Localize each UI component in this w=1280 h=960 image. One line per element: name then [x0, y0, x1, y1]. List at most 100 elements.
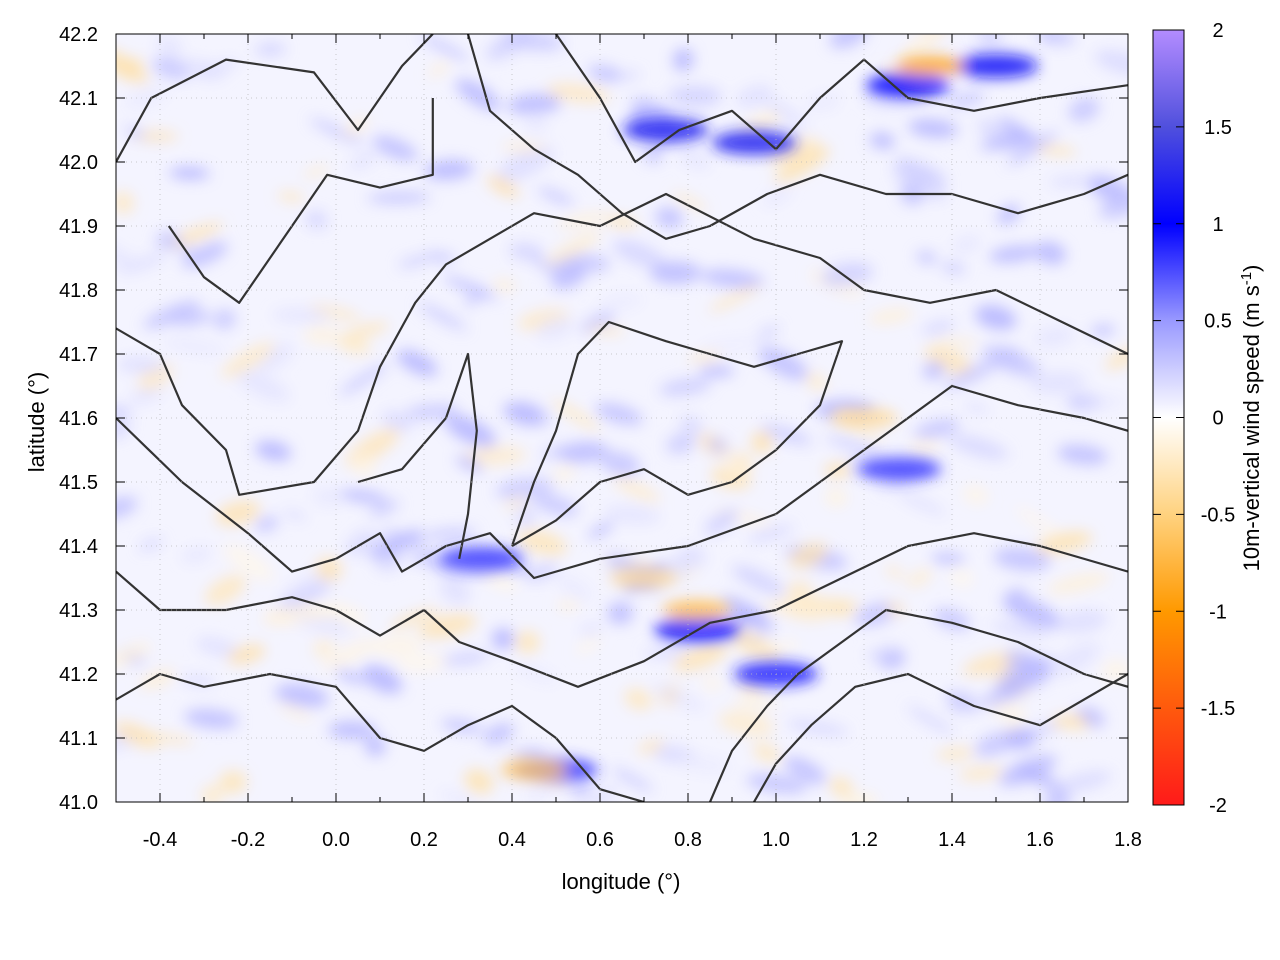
field-cell	[537, 187, 574, 206]
field-cell	[396, 651, 451, 673]
downdraft-region	[500, 760, 568, 780]
field-cell	[116, 496, 138, 519]
colorbar-tick-label: -1.5	[1201, 698, 1235, 720]
field-cell	[423, 159, 474, 181]
field-cell	[949, 568, 974, 587]
field-cell	[117, 356, 166, 374]
field-cell	[1007, 131, 1058, 166]
y-tick-label: 41.5	[59, 472, 98, 494]
field-cell	[455, 78, 501, 111]
field-cell	[607, 601, 634, 625]
colorbar-tick-label: -0.5	[1201, 504, 1235, 526]
field-cell	[406, 403, 459, 420]
field-cell	[624, 688, 653, 711]
colorbar-tick-label: -2	[1209, 795, 1227, 817]
field-cell	[908, 118, 959, 138]
y-tick-label: 41.6	[59, 408, 98, 430]
field-cell	[255, 43, 286, 56]
field-cell	[441, 652, 490, 665]
field-cell	[1105, 347, 1128, 371]
field-cell	[785, 582, 813, 597]
downdraft-region	[830, 408, 898, 428]
field-cell	[824, 487, 848, 508]
field-cell	[116, 191, 135, 215]
contour-line	[753, 672, 1128, 802]
field-cell	[922, 361, 946, 380]
field-cell	[1094, 49, 1128, 77]
contour-line	[555, 34, 1128, 164]
field-cell	[652, 684, 705, 711]
field-cell	[570, 783, 592, 799]
field-cell	[116, 420, 131, 439]
field-cell	[1014, 506, 1066, 540]
field-cell	[978, 685, 1027, 708]
field-cell	[227, 644, 266, 665]
field-cell	[895, 489, 946, 516]
field-cell	[277, 191, 305, 203]
field-cell	[212, 308, 237, 330]
field-cell	[116, 243, 136, 270]
field-cell	[993, 547, 1052, 571]
field-cell	[728, 628, 781, 665]
field-cell	[370, 634, 422, 657]
field-cell	[254, 516, 279, 532]
field-cell	[369, 500, 400, 517]
field-cell	[761, 424, 813, 446]
field-cell	[525, 111, 547, 135]
y-axis: 41.0 41.1 41.2 41.3 41.4 41.5 41.6 41.7 41.8 41.9…	[59, 24, 1128, 814]
colorbar-label-close: )	[1239, 265, 1264, 272]
field-cell	[1030, 371, 1086, 395]
field-cell	[673, 48, 694, 72]
field-cell	[963, 401, 990, 415]
field-cell	[869, 132, 896, 149]
field-cell	[587, 64, 621, 81]
field-cell	[1040, 34, 1075, 45]
field-cell	[575, 635, 602, 655]
field-cell	[962, 485, 989, 505]
field-cell	[275, 683, 329, 708]
field-cell	[1050, 714, 1087, 729]
field-cell	[464, 768, 494, 795]
field-cell	[655, 207, 684, 229]
field-cell	[116, 721, 160, 749]
field-cell	[312, 487, 345, 507]
colorbar: 2 1.5 1 0.5 0 -0.5 -1 -1.5 -2 10m-vertical wind …	[1152, 20, 1264, 817]
field-cell	[784, 756, 827, 785]
x-tick-label: 1.8	[1114, 829, 1142, 851]
field-cell	[752, 742, 781, 764]
field-cell	[492, 279, 517, 292]
field-cell	[997, 117, 1042, 147]
field-cell	[758, 346, 809, 381]
colorbar-tick-label: 2	[1212, 20, 1223, 42]
field-cell	[444, 414, 497, 448]
field-cell	[725, 461, 747, 475]
field-cell	[201, 784, 223, 802]
field-cell	[1055, 770, 1112, 793]
field-cell	[650, 261, 702, 285]
y-tick-label: 41.1	[59, 728, 98, 750]
field-cell	[885, 565, 905, 579]
field-cell	[977, 34, 1003, 45]
field-cell	[125, 125, 145, 139]
field-cell	[637, 739, 664, 754]
field-cell	[612, 239, 666, 269]
field-cell	[756, 324, 780, 341]
field-cell	[802, 597, 861, 608]
downdraft-region	[896, 56, 964, 76]
y-tick-label: 41.3	[59, 600, 98, 622]
field-cell	[595, 402, 643, 426]
field-cell	[491, 628, 515, 650]
contour-line	[357, 352, 478, 560]
field-cell	[139, 538, 163, 551]
field-cell	[701, 269, 765, 289]
field-cell	[924, 345, 973, 376]
field-cell	[313, 639, 335, 658]
field-cell	[364, 736, 386, 757]
field-cell	[124, 84, 168, 109]
field-cell	[600, 294, 643, 309]
field-cell	[600, 451, 641, 477]
downdraft-region	[610, 568, 678, 588]
field-cell	[893, 167, 947, 200]
field-cell	[588, 521, 615, 539]
field-cell	[495, 477, 555, 500]
